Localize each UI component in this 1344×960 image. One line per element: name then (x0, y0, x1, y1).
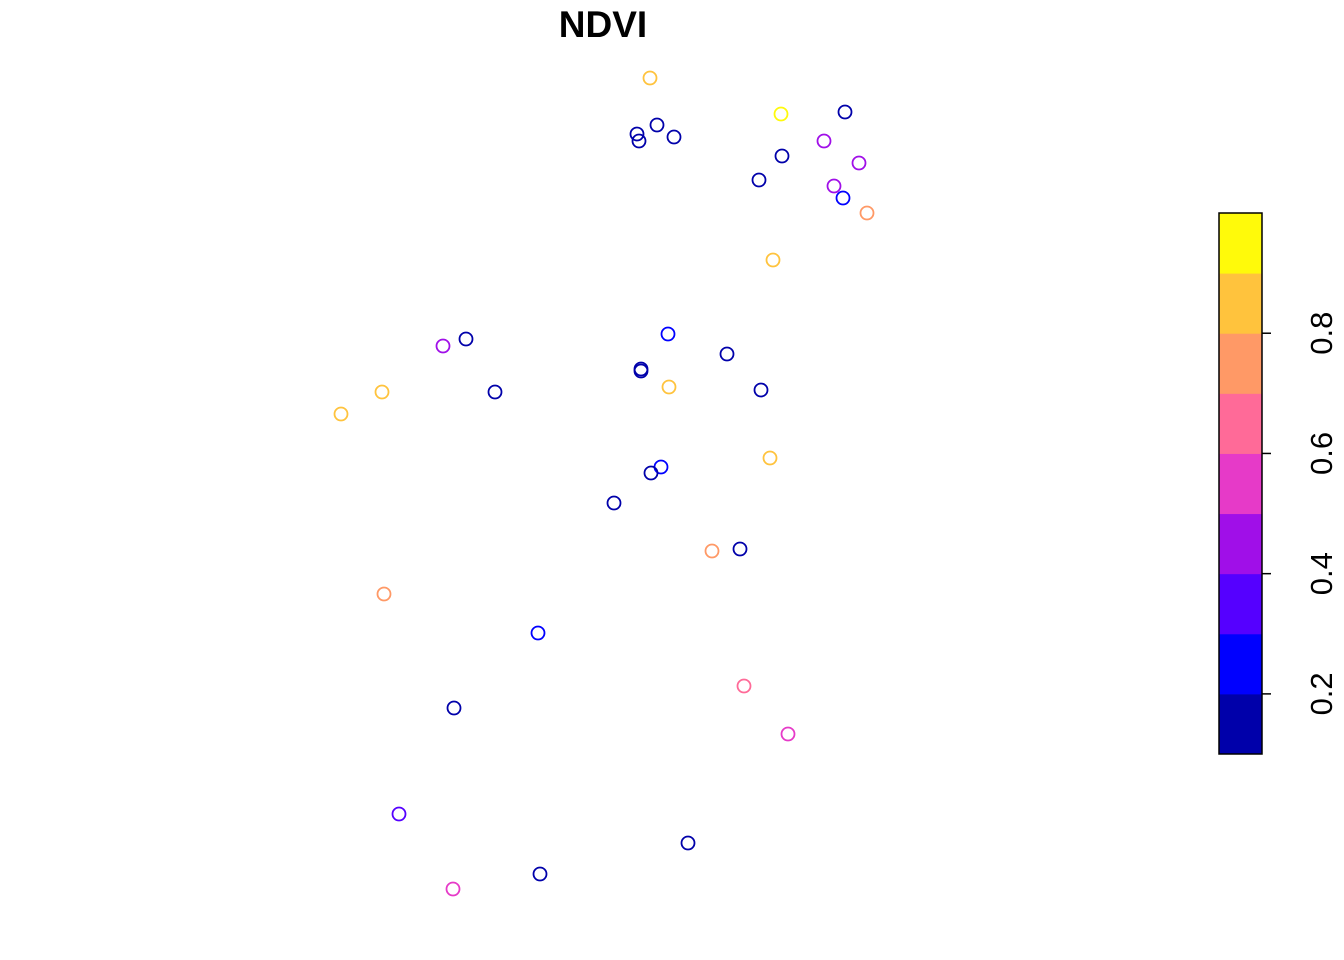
data-point-3 (649, 117, 665, 133)
data-point-32 (376, 586, 392, 602)
data-point-15 (660, 326, 676, 342)
colorbar-bin-6 (1219, 333, 1262, 394)
data-point-23 (374, 384, 390, 400)
data-point-14 (765, 252, 781, 268)
data-point-1 (773, 106, 789, 122)
data-point-26 (762, 450, 778, 466)
chart-title: NDVI (559, 4, 647, 45)
data-point-29 (606, 495, 622, 511)
data-point-22 (753, 382, 769, 398)
colorbar-bin-0 (1219, 693, 1262, 755)
data-point-13 (859, 205, 875, 221)
colorbar-legend: 0.2 0.4 0.6 0.8 (1218, 212, 1339, 755)
colorbar-frame (1218, 212, 1263, 755)
data-point-9 (851, 155, 867, 171)
data-point-37 (391, 806, 407, 822)
data-point-31 (704, 543, 720, 559)
data-point-38 (680, 835, 696, 851)
colorbar-bin-5 (1219, 393, 1262, 454)
data-point-2 (837, 104, 853, 120)
data-point-30 (732, 541, 748, 557)
data-point-12 (835, 190, 851, 206)
colorbar-bin-2 (1219, 573, 1262, 635)
data-point-39 (532, 866, 548, 882)
data-point-34 (736, 678, 752, 694)
data-point-10 (751, 172, 767, 188)
colorbar-tick-label-0: 0.2 (1304, 672, 1339, 715)
colorbar-bin-3 (1219, 513, 1262, 575)
colorbar-bin-4 (1219, 453, 1262, 515)
data-point-36 (780, 726, 796, 742)
data-point-7 (816, 133, 832, 149)
colorbar-tick-label-3: 0.8 (1304, 312, 1339, 355)
data-point-28 (643, 465, 659, 481)
colorbar-bin-8 (1219, 213, 1262, 274)
data-point-17 (435, 338, 451, 354)
data-point-24 (487, 384, 503, 400)
points-layer (333, 70, 875, 897)
data-point-16 (458, 331, 474, 347)
data-point-33 (530, 625, 546, 641)
data-point-6 (666, 129, 682, 145)
data-point-11 (826, 178, 842, 194)
data-point-21 (661, 379, 677, 395)
data-point-35 (446, 700, 462, 716)
data-point-8 (774, 148, 790, 164)
data-point-4 (629, 126, 645, 142)
data-point-0 (642, 70, 658, 86)
colorbar-bin-1 (1219, 633, 1262, 695)
data-point-18 (719, 346, 735, 362)
colorbar-bin-7 (1219, 273, 1262, 334)
data-point-40 (445, 881, 461, 897)
data-point-5 (631, 133, 647, 149)
colorbar-tick-label-1: 0.4 (1304, 552, 1339, 595)
data-point-25 (333, 406, 349, 422)
data-point-20 (633, 363, 649, 379)
colorbar-tick-label-2: 0.6 (1304, 432, 1339, 475)
